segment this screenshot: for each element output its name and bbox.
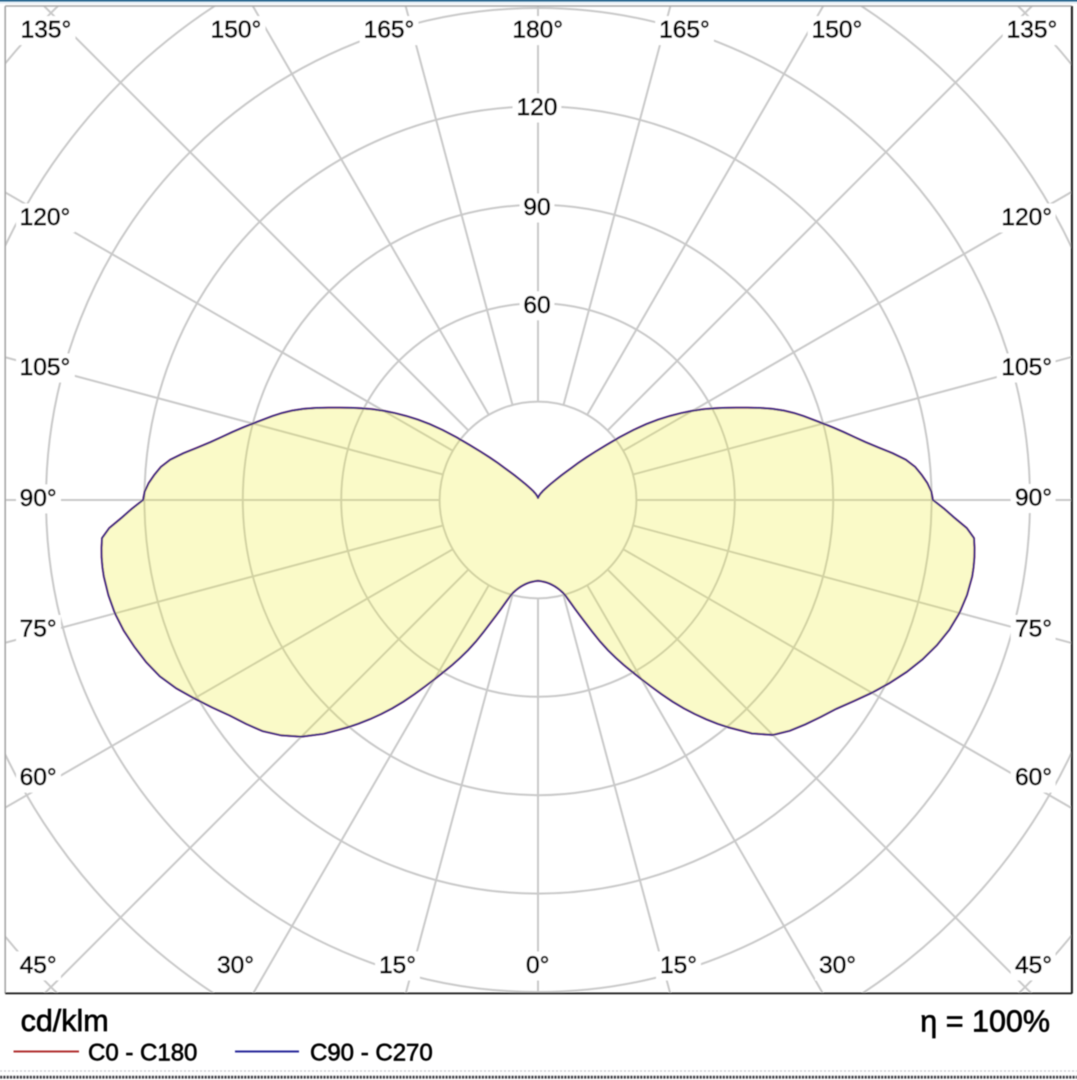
svg-text:105°: 105° bbox=[1001, 354, 1052, 381]
svg-text:15°: 15° bbox=[379, 952, 416, 979]
svg-text:150°: 150° bbox=[812, 17, 863, 44]
svg-text:η = 100%: η = 100% bbox=[920, 1005, 1050, 1039]
svg-text:90°: 90° bbox=[20, 485, 57, 512]
svg-text:120°: 120° bbox=[20, 204, 71, 231]
svg-text:45°: 45° bbox=[1015, 952, 1052, 979]
svg-text:30°: 30° bbox=[819, 952, 856, 979]
svg-text:75°: 75° bbox=[1015, 616, 1052, 643]
svg-text:45°: 45° bbox=[20, 952, 57, 979]
svg-text:C0 - C180: C0 - C180 bbox=[88, 1040, 197, 1067]
svg-text:60: 60 bbox=[523, 292, 550, 319]
svg-text:60°: 60° bbox=[1015, 764, 1052, 791]
svg-text:165°: 165° bbox=[364, 17, 415, 44]
svg-text:165°: 165° bbox=[659, 17, 710, 44]
svg-text:120°: 120° bbox=[1001, 204, 1052, 231]
svg-text:90°: 90° bbox=[1015, 485, 1052, 512]
svg-text:60°: 60° bbox=[20, 764, 57, 791]
svg-text:180°: 180° bbox=[512, 17, 563, 44]
svg-text:150°: 150° bbox=[211, 17, 262, 44]
svg-text:C90 - C270: C90 - C270 bbox=[310, 1040, 433, 1067]
svg-text:120: 120 bbox=[517, 94, 558, 121]
svg-text:0°: 0° bbox=[526, 952, 549, 979]
svg-text:135°: 135° bbox=[21, 17, 72, 44]
svg-text:105°: 105° bbox=[20, 354, 71, 381]
svg-text:75°: 75° bbox=[20, 616, 57, 643]
svg-text:135°: 135° bbox=[1007, 17, 1058, 44]
svg-text:cd/klm: cd/klm bbox=[21, 1004, 109, 1038]
svg-text:15°: 15° bbox=[660, 952, 697, 979]
svg-text:30°: 30° bbox=[217, 952, 254, 979]
svg-text:90: 90 bbox=[523, 194, 550, 221]
